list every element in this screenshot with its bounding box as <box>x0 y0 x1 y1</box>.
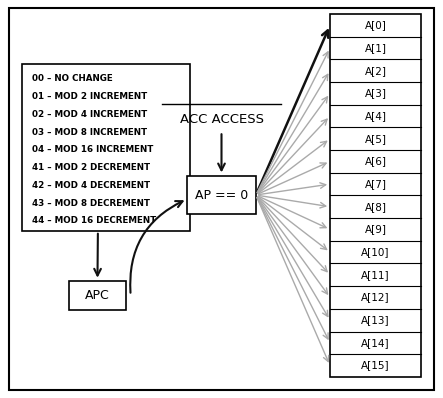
Text: 03 – MOD 8 INCREMENT: 03 – MOD 8 INCREMENT <box>32 128 147 137</box>
Text: 04 – MOD 16 INCREMENT: 04 – MOD 16 INCREMENT <box>32 145 153 154</box>
Bar <box>69 281 126 310</box>
Text: A[0]: A[0] <box>365 20 386 30</box>
Text: A[2]: A[2] <box>365 66 386 76</box>
Text: A[3]: A[3] <box>365 88 386 98</box>
Text: A[8]: A[8] <box>365 202 386 212</box>
Text: 42 – MOD 4 DECREMENT: 42 – MOD 4 DECREMENT <box>32 181 150 190</box>
Text: 00 – NO CHANGE: 00 – NO CHANGE <box>32 74 113 83</box>
Bar <box>330 14 421 377</box>
Text: A[13]: A[13] <box>361 315 390 325</box>
Text: A[11]: A[11] <box>361 270 390 280</box>
Text: A[4]: A[4] <box>365 111 386 121</box>
Text: AP == 0: AP == 0 <box>195 189 248 201</box>
Text: APC: APC <box>85 289 110 302</box>
Text: A[9]: A[9] <box>365 224 386 234</box>
Text: 41 – MOD 2 DECREMENT: 41 – MOD 2 DECREMENT <box>32 163 150 172</box>
Text: 01 – MOD 2 INCREMENT: 01 – MOD 2 INCREMENT <box>32 92 147 101</box>
Text: A[6]: A[6] <box>365 156 386 166</box>
Text: 02 – MOD 4 INCREMENT: 02 – MOD 4 INCREMENT <box>32 110 147 119</box>
Bar <box>187 176 256 214</box>
Text: A[5]: A[5] <box>365 134 386 144</box>
Text: 44 – MOD 16 DECREMENT: 44 – MOD 16 DECREMENT <box>32 217 156 225</box>
Text: A[10]: A[10] <box>361 247 390 257</box>
Text: A[12]: A[12] <box>361 293 390 302</box>
Text: 43 – MOD 8 DECREMENT: 43 – MOD 8 DECREMENT <box>32 199 150 208</box>
Text: A[7]: A[7] <box>365 179 386 189</box>
Text: ACC ACCESS: ACC ACCESS <box>179 113 264 126</box>
Text: A[1]: A[1] <box>365 43 386 53</box>
Bar <box>22 64 190 231</box>
Text: A[15]: A[15] <box>361 361 390 371</box>
Text: A[14]: A[14] <box>361 338 390 348</box>
